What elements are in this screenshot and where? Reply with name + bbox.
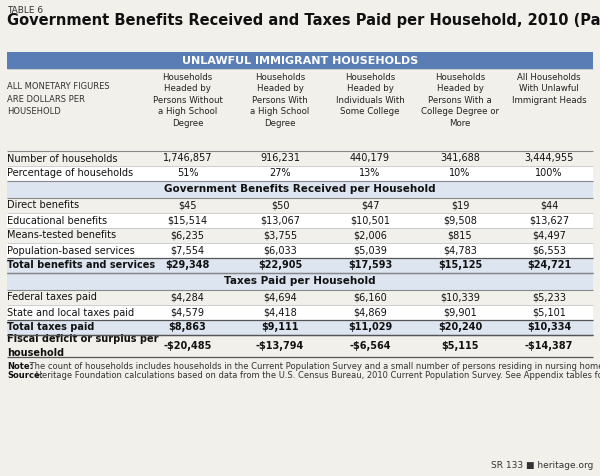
Text: 3,444,955: 3,444,955: [524, 153, 574, 163]
Text: $4,284: $4,284: [170, 292, 205, 303]
Text: $6,160: $6,160: [353, 292, 387, 303]
Text: $7,554: $7,554: [170, 246, 205, 256]
Text: $815: $815: [448, 230, 472, 240]
Text: -$6,564: -$6,564: [349, 341, 391, 351]
Text: $5,039: $5,039: [353, 246, 387, 256]
Text: $4,783: $4,783: [443, 246, 477, 256]
Text: 1,746,857: 1,746,857: [163, 153, 212, 163]
Text: UNLAWFUL IMMIGRANT HOUSEHOLDS: UNLAWFUL IMMIGRANT HOUSEHOLDS: [182, 56, 418, 66]
Text: Total taxes paid: Total taxes paid: [7, 323, 94, 333]
Text: Educational benefits: Educational benefits: [7, 216, 107, 226]
Text: Fiscal deficit or surplus per
household: Fiscal deficit or surplus per household: [7, 335, 158, 357]
Text: $45: $45: [178, 200, 197, 210]
Text: $47: $47: [361, 200, 379, 210]
Bar: [7, 258, 593, 273]
Text: $6,553: $6,553: [532, 246, 566, 256]
Text: $20,240: $20,240: [438, 323, 482, 333]
Text: $4,497: $4,497: [532, 230, 566, 240]
Text: 100%: 100%: [535, 169, 563, 178]
Text: $4,694: $4,694: [263, 292, 297, 303]
Text: $4,418: $4,418: [263, 307, 297, 317]
Text: $10,501: $10,501: [350, 216, 390, 226]
Text: Note:: Note:: [7, 362, 33, 371]
Text: $11,029: $11,029: [348, 323, 392, 333]
Text: TABLE 6: TABLE 6: [7, 6, 43, 15]
Text: $8,863: $8,863: [169, 323, 206, 333]
Text: 440,179: 440,179: [350, 153, 390, 163]
Text: -$20,485: -$20,485: [163, 341, 212, 351]
Text: $15,125: $15,125: [438, 260, 482, 270]
Text: $15,514: $15,514: [167, 216, 208, 226]
Text: Households
Headed by
Persons With
a High School
Degree: Households Headed by Persons With a High…: [250, 73, 310, 128]
Text: SR 133 ■ heritage.org: SR 133 ■ heritage.org: [491, 461, 593, 470]
Text: $13,067: $13,067: [260, 216, 300, 226]
Bar: [7, 243, 593, 258]
Bar: [7, 305, 593, 320]
Text: $9,111: $9,111: [261, 323, 299, 333]
Bar: [7, 69, 593, 151]
Text: Households
Headed by
Persons Without
a High School
Degree: Households Headed by Persons Without a H…: [152, 73, 223, 128]
Text: Government Benefits Received and Taxes Paid per Household, 2010 (Page 2 of 2): Government Benefits Received and Taxes P…: [7, 13, 600, 28]
Text: -$13,794: -$13,794: [256, 341, 304, 351]
Text: 27%: 27%: [269, 169, 291, 178]
Text: $9,508: $9,508: [443, 216, 477, 226]
Bar: [7, 151, 593, 166]
Text: ALL MONETARY FIGURES
ARE DOLLARS PER
HOUSEHOLD: ALL MONETARY FIGURES ARE DOLLARS PER HOU…: [7, 82, 110, 116]
Text: Source:: Source:: [7, 371, 43, 380]
Text: $13,627: $13,627: [529, 216, 569, 226]
Text: $22,905: $22,905: [258, 260, 302, 270]
Text: $5,115: $5,115: [441, 341, 479, 351]
Text: $24,721: $24,721: [527, 260, 571, 270]
Text: Households
Headed by
Persons With a
College Degree or
More: Households Headed by Persons With a Coll…: [421, 73, 499, 128]
Text: Federal taxes paid: Federal taxes paid: [7, 292, 97, 303]
Text: 13%: 13%: [359, 169, 380, 178]
Text: Heritage Foundation calculations based on data from the U.S. Census Bureau, 2010: Heritage Foundation calculations based o…: [33, 371, 600, 380]
Text: Taxes Paid per Household: Taxes Paid per Household: [224, 277, 376, 287]
Text: $6,235: $6,235: [170, 230, 205, 240]
Text: $17,593: $17,593: [348, 260, 392, 270]
Text: 51%: 51%: [177, 169, 198, 178]
Text: $50: $50: [271, 200, 289, 210]
Text: $10,339: $10,339: [440, 292, 480, 303]
Text: $4,869: $4,869: [353, 307, 387, 317]
Text: Total benefits and services: Total benefits and services: [7, 260, 155, 270]
Bar: [7, 228, 593, 243]
Text: $5,101: $5,101: [532, 307, 566, 317]
Text: All Households
With Unlawful
Immigrant Heads: All Households With Unlawful Immigrant H…: [512, 73, 586, 105]
Text: Government Benefits Received per Household: Government Benefits Received per Househo…: [164, 185, 436, 195]
Bar: [7, 166, 593, 181]
Text: Population-based services: Population-based services: [7, 246, 135, 256]
Bar: [7, 198, 593, 213]
Text: Means-tested benefits: Means-tested benefits: [7, 230, 116, 240]
Text: 916,231: 916,231: [260, 153, 300, 163]
Text: $6,033: $6,033: [263, 246, 297, 256]
Bar: [7, 335, 593, 357]
Text: -$14,387: -$14,387: [525, 341, 573, 351]
Text: $29,348: $29,348: [166, 260, 209, 270]
Text: $4,579: $4,579: [170, 307, 205, 317]
Text: $10,334: $10,334: [527, 323, 571, 333]
Text: $2,006: $2,006: [353, 230, 387, 240]
Text: $44: $44: [540, 200, 558, 210]
Text: $19: $19: [451, 200, 469, 210]
Bar: [7, 320, 593, 335]
Text: 10%: 10%: [449, 169, 470, 178]
Bar: [7, 273, 593, 290]
Text: $3,755: $3,755: [263, 230, 297, 240]
Bar: [7, 52, 593, 69]
Text: $9,901: $9,901: [443, 307, 477, 317]
Bar: [7, 213, 593, 228]
Text: Percentage of households: Percentage of households: [7, 169, 133, 178]
Text: State and local taxes paid: State and local taxes paid: [7, 307, 134, 317]
Bar: [7, 181, 593, 198]
Text: Number of households: Number of households: [7, 153, 118, 163]
Text: Direct benefits: Direct benefits: [7, 200, 79, 210]
Bar: [7, 290, 593, 305]
Text: 341,688: 341,688: [440, 153, 480, 163]
Text: The count of households includes households in the Current Population Survey and: The count of households includes househo…: [27, 362, 600, 371]
Text: $5,233: $5,233: [532, 292, 566, 303]
Text: Households
Headed by
Individuals With
Some College: Households Headed by Individuals With So…: [335, 73, 404, 116]
